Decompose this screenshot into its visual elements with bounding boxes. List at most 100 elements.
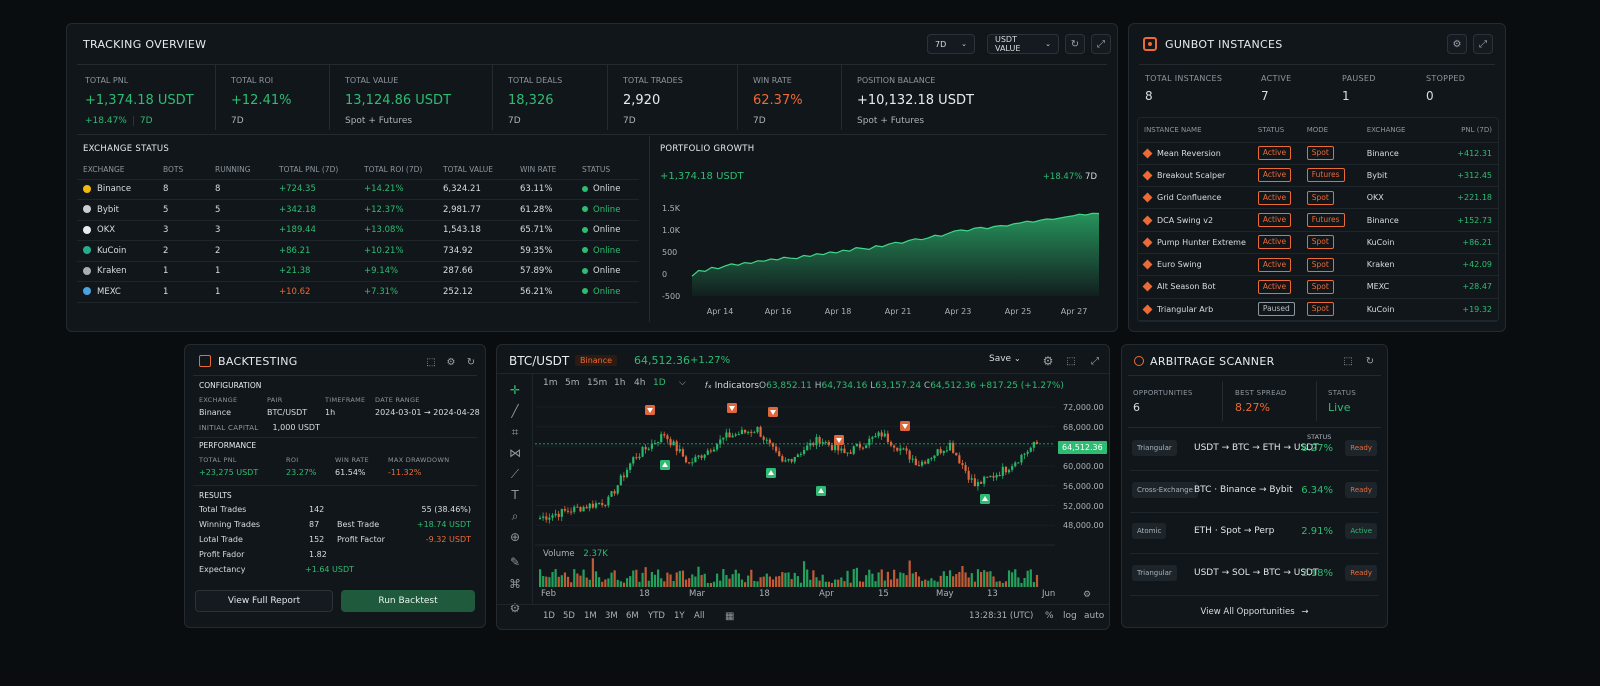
view-all-opportunities-link[interactable]: View All Opportunities → [1200, 607, 1309, 617]
fullscreen-icon[interactable]: ⤢ [1091, 355, 1099, 367]
calendar-icon[interactable]: ▦ [725, 611, 735, 622]
camera-icon[interactable]: ⬚ [1066, 355, 1076, 367]
time-tick: Mar [689, 589, 706, 599]
timeframe-1m[interactable]: 1m [543, 378, 558, 388]
instance-row[interactable]: Triangular Arb Paused Spot KuCoin +19.32 [1138, 298, 1498, 321]
settings-icon[interactable]: ⚙ [1447, 34, 1467, 54]
timeframe-1h[interactable]: 1h [614, 378, 626, 388]
candle-body [653, 442, 657, 444]
value-mode-select[interactable]: USDT VALUE ⌄ [987, 34, 1059, 54]
instance-row[interactable]: Euro Swing Active Spot Kraken +42.09 [1138, 253, 1498, 277]
lock-tool-icon[interactable]: ⌘ [509, 577, 521, 591]
volume-bar [964, 572, 967, 587]
instance-row[interactable]: Breakout Scalper Active Futures Bybit +312.4… [1138, 164, 1498, 188]
range-all[interactable]: All [694, 611, 705, 621]
clock-readout: 13:28:31 (UTC) [969, 611, 1034, 621]
status-badge: Ready [1345, 481, 1377, 498]
table-row[interactable]: OKX 3 3 +189.44 +13.08% 1,543.18 65.71% Online [77, 220, 639, 241]
table-row[interactable]: MEXC 1 1 +10.62 +7.31% 252.12 56.21% Online [77, 281, 639, 303]
ohlc-readout: O63,852.11 H64,734.16 L63,157.24 C64,512… [759, 381, 1064, 391]
range-1d[interactable]: 1D [543, 611, 555, 621]
opportunity-row[interactable]: Triangular USDT → SOL → BTC → USDT 2.18% Re… [1130, 554, 1379, 596]
refresh-icon[interactable]: ↻ [1065, 34, 1085, 54]
refresh-icon[interactable]: ↻ [466, 356, 476, 368]
text-tool-icon[interactable]: T [511, 488, 519, 502]
sell-marker-icon [768, 407, 778, 417]
performance-title: PERFORMANCE [199, 441, 257, 450]
range-3m[interactable]: 3M [605, 611, 618, 621]
range-6m[interactable]: 6M [626, 611, 639, 621]
hide-tool-icon[interactable]: ⚙ [509, 601, 521, 615]
candle-body [992, 475, 995, 478]
instance-icon [1142, 148, 1153, 159]
candle-body [834, 443, 837, 451]
mexc-icon [83, 287, 91, 296]
volume-bar [703, 573, 706, 587]
settings-icon[interactable]: ⚙ [446, 356, 456, 368]
volume-bar [902, 573, 905, 587]
volume-bar [961, 566, 964, 587]
table-row[interactable]: KuCoin 2 2 +86.21 +10.21% 734.92 59.35% Online [77, 240, 639, 262]
table-row[interactable]: Bybit 5 5 +342.18 +12.37% 2,981.77 61.28% Onlin… [77, 199, 639, 221]
export-icon[interactable]: ⬚ [426, 356, 436, 368]
candle-body [632, 457, 635, 464]
stat-opportunities: OPPORTUNITIES 6 [1133, 389, 1193, 414]
scale-percent-button[interactable]: % [1045, 611, 1054, 621]
scale-log-button[interactable]: log [1063, 611, 1077, 621]
view-full-report-button[interactable]: View Full Report [195, 590, 333, 612]
range-1y[interactable]: 1Y [674, 611, 685, 621]
expand-icon[interactable]: ⤢ [1473, 34, 1493, 54]
channel-tool-icon[interactable]: ⌗ [511, 424, 519, 439]
save-button[interactable]: Save ⌄ [989, 354, 1021, 364]
export-icon[interactable]: ⬚ [1343, 355, 1353, 367]
candle-body [557, 513, 560, 517]
timeframe-1D[interactable]: 1D [653, 378, 666, 388]
magnet-tool-icon[interactable]: ⊕ [509, 530, 521, 544]
refresh-icon[interactable]: ↻ [1365, 355, 1375, 367]
ruler-tool-icon[interactable]: ✎ [509, 555, 521, 569]
fib-tool-icon[interactable]: ⟋ [510, 466, 520, 481]
instance-row[interactable]: Grid Confluence Active Spot OKX +221.18 [1138, 186, 1498, 210]
candle-body [619, 475, 622, 486]
candle-body [694, 456, 697, 463]
candle-body [784, 460, 787, 462]
instance-row[interactable]: DCA Swing v2 Active Futures Binance +152.73 [1138, 208, 1498, 232]
pattern-tool-icon[interactable]: ⋈ [509, 446, 521, 460]
timeframe-4h[interactable]: 4h [634, 378, 646, 388]
zoom-tool-icon[interactable]: ⌕ [511, 508, 519, 523]
indicators-button[interactable]: 𝑓ₓ Indicators [705, 381, 760, 391]
candle-body [942, 450, 945, 454]
volume-bar [638, 581, 641, 587]
candle-body [731, 435, 734, 438]
settings-icon[interactable]: ⚙ [1082, 590, 1092, 600]
table-header: EXCHANGE BOTS RUNNING TOTAL PNL (7D) TOT… [77, 161, 639, 180]
instance-row[interactable]: Pump Hunter Extreme Active Spot KuCoin +86.2… [1138, 231, 1498, 254]
instance-row[interactable]: Mean Reversion Active Spot Binance +412.31 [1138, 142, 1498, 165]
opportunity-row[interactable]: Cross-Exchange BTC · Binance → Bybit 6.34%… [1130, 471, 1379, 513]
period-select[interactable]: 7D ⌄ [927, 34, 975, 54]
run-backtest-button[interactable]: Run Backtest [341, 590, 475, 612]
table-row[interactable]: Binance 8 8 +724.35 +14.21% 6,324.21 63.11% Onl… [77, 179, 639, 200]
candlestick-chart[interactable] [535, 395, 1055, 589]
range-5d[interactable]: 5D [563, 611, 575, 621]
timeframe-5m[interactable]: 5m [565, 378, 580, 388]
exchange-cell: MEXC [1360, 275, 1441, 299]
settings-icon[interactable]: ⚙ [1042, 354, 1054, 368]
timeframe-15m[interactable]: 15m [587, 378, 608, 388]
candle-body [995, 474, 998, 478]
chart-type-icon[interactable]: ⌵ [679, 378, 686, 388]
table-row[interactable]: Kraken 1 1 +21.38 +9.14% 287.66 57.89% Online [77, 261, 639, 282]
opportunity-row[interactable]: Triangular USDT → BTC → ETH → USDT 8.27% Re… [1130, 429, 1379, 471]
volume-bar [650, 571, 654, 587]
pnl-cell: +21.38 [273, 261, 358, 282]
instance-row[interactable]: Alt Season Bot Active Spot MEXC +28.47 [1138, 275, 1498, 299]
candle-body [725, 432, 728, 438]
expand-icon[interactable]: ⤢ [1091, 34, 1111, 54]
running-cell: 2 [209, 240, 273, 262]
trendline-tool-icon[interactable]: ╱ [511, 404, 519, 418]
scale-auto-button[interactable]: auto [1084, 611, 1105, 621]
opportunity-row[interactable]: Atomic ETH · Spot → Perp 2.91% Active [1130, 512, 1379, 554]
crosshair-tool-icon[interactable]: ✛ [509, 383, 521, 397]
range-ytd[interactable]: YTD [648, 611, 665, 621]
range-1m[interactable]: 1M [584, 611, 597, 621]
